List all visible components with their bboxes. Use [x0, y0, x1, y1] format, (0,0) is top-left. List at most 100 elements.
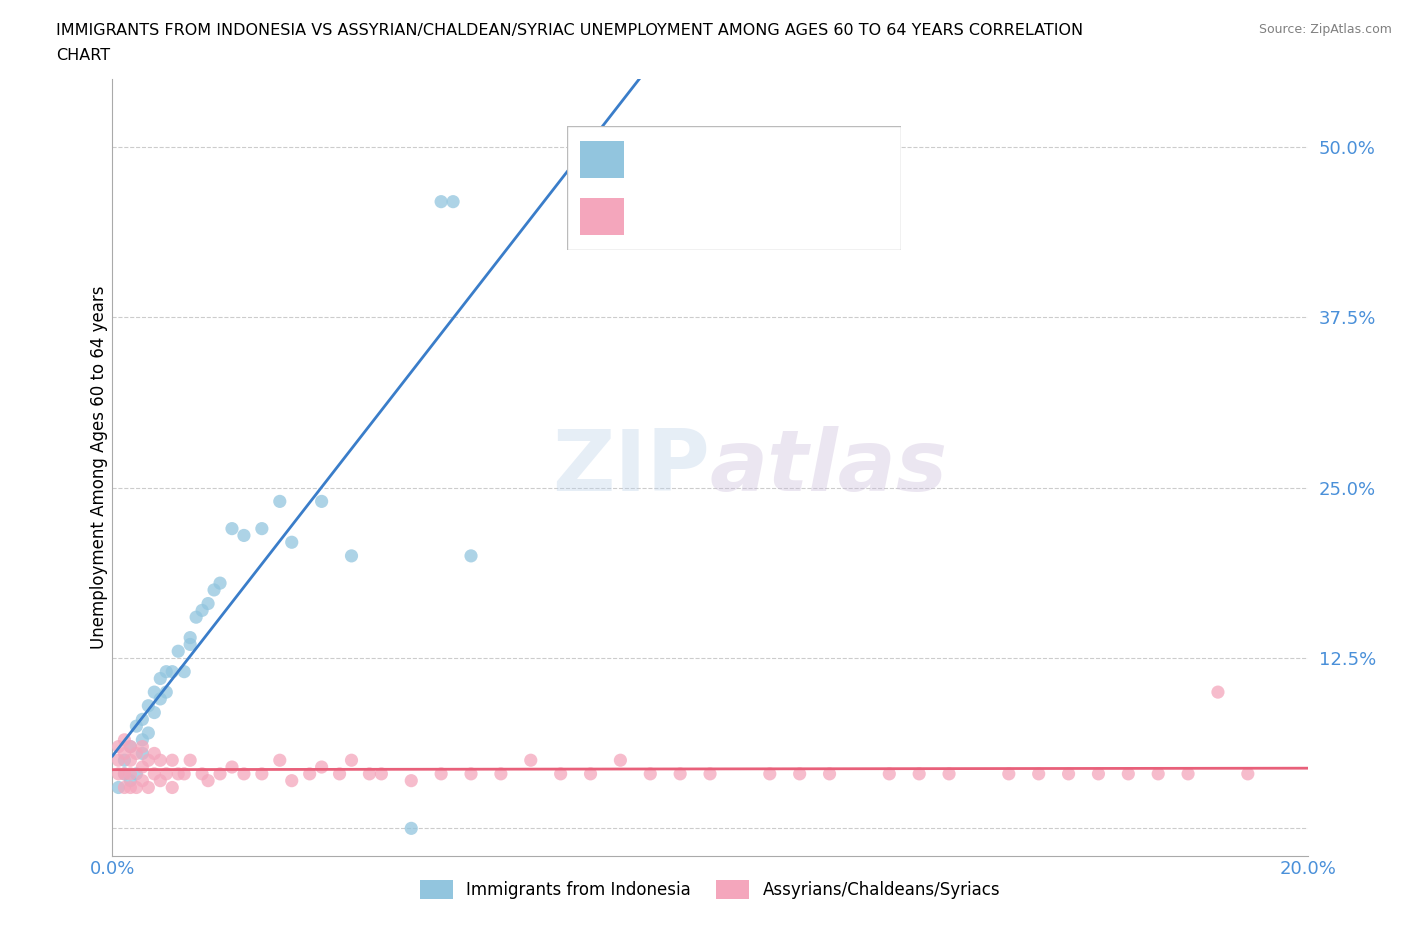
Point	[311, 494, 333, 509]
Point	[120, 752, 142, 767]
Point	[579, 766, 602, 781]
Point	[114, 732, 135, 747]
Point	[759, 766, 782, 781]
Point	[669, 766, 692, 781]
Point	[233, 766, 256, 781]
Point	[143, 684, 166, 699]
Point	[173, 664, 195, 679]
Point	[202, 582, 225, 597]
Point	[173, 766, 195, 781]
Point	[221, 521, 243, 536]
Point	[143, 705, 166, 720]
Point	[699, 766, 721, 781]
Point	[107, 752, 129, 767]
Point	[114, 766, 135, 781]
Point	[155, 664, 177, 679]
Point	[125, 719, 148, 734]
Point	[401, 773, 423, 788]
Point	[155, 684, 177, 699]
Point	[1237, 766, 1260, 781]
Text: atlas: atlas	[710, 426, 948, 509]
Point	[125, 780, 148, 795]
Y-axis label: Unemployment Among Ages 60 to 64 years: Unemployment Among Ages 60 to 64 years	[90, 286, 108, 649]
Point	[138, 698, 160, 713]
Point	[107, 766, 129, 781]
Point	[125, 766, 148, 781]
Text: IMMIGRANTS FROM INDONESIA VS ASSYRIAN/CHALDEAN/SYRIAC UNEMPLOYMENT AMONG AGES 60: IMMIGRANTS FROM INDONESIA VS ASSYRIAN/CH…	[56, 23, 1084, 38]
Text: ZIP: ZIP	[553, 426, 710, 509]
Point	[520, 752, 543, 767]
Point	[125, 746, 148, 761]
Point	[120, 773, 142, 788]
Point	[233, 528, 256, 543]
Point	[149, 671, 172, 686]
Point	[120, 739, 142, 754]
Point	[250, 521, 273, 536]
Point	[281, 773, 304, 788]
Point	[460, 549, 482, 564]
Point	[250, 766, 273, 781]
Point	[329, 766, 352, 781]
Point	[340, 752, 363, 767]
Point	[489, 766, 512, 781]
Legend: Immigrants from Indonesia, Assyrians/Chaldeans/Syriacs: Immigrants from Indonesia, Assyrians/Cha…	[413, 873, 1007, 906]
Point	[197, 773, 219, 788]
Point	[269, 494, 291, 509]
Point	[789, 766, 811, 781]
Point	[167, 644, 190, 658]
Point	[162, 664, 183, 679]
Point	[191, 766, 214, 781]
Point	[149, 773, 172, 788]
Point	[640, 766, 662, 781]
Point	[179, 637, 201, 652]
Point	[107, 739, 129, 754]
Point	[340, 549, 363, 564]
Point	[908, 766, 931, 781]
Point	[209, 766, 232, 781]
Point	[1028, 766, 1050, 781]
Point	[609, 752, 631, 767]
Point	[114, 766, 135, 781]
Point	[138, 725, 160, 740]
Point	[191, 603, 214, 618]
Point	[149, 692, 172, 707]
Point	[143, 766, 166, 781]
Point	[131, 773, 153, 788]
Point	[430, 194, 453, 209]
Point	[162, 752, 183, 767]
Point	[114, 752, 135, 767]
Point	[162, 780, 183, 795]
Point	[131, 712, 153, 727]
Point	[370, 766, 392, 781]
Point	[131, 739, 153, 754]
Point	[120, 739, 142, 754]
Text: Source: ZipAtlas.com: Source: ZipAtlas.com	[1258, 23, 1392, 36]
Point	[430, 766, 453, 781]
Point	[143, 746, 166, 761]
Point	[120, 780, 142, 795]
Point	[167, 766, 190, 781]
Point	[149, 752, 172, 767]
Point	[179, 631, 201, 645]
Point	[1147, 766, 1170, 781]
Point	[179, 752, 201, 767]
Point	[138, 752, 160, 767]
Point	[155, 766, 177, 781]
Point	[120, 766, 142, 781]
Point	[221, 760, 243, 775]
Point	[1087, 766, 1109, 781]
Point	[114, 746, 135, 761]
Point	[138, 780, 160, 795]
Point	[131, 732, 153, 747]
Point	[281, 535, 304, 550]
Point	[401, 821, 423, 836]
Point	[197, 596, 219, 611]
Point	[938, 766, 960, 781]
Point	[460, 766, 482, 781]
Point	[209, 576, 232, 591]
Point	[1206, 684, 1229, 699]
Point	[818, 766, 841, 781]
Point	[879, 766, 901, 781]
Text: CHART: CHART	[56, 48, 110, 63]
Point	[998, 766, 1021, 781]
